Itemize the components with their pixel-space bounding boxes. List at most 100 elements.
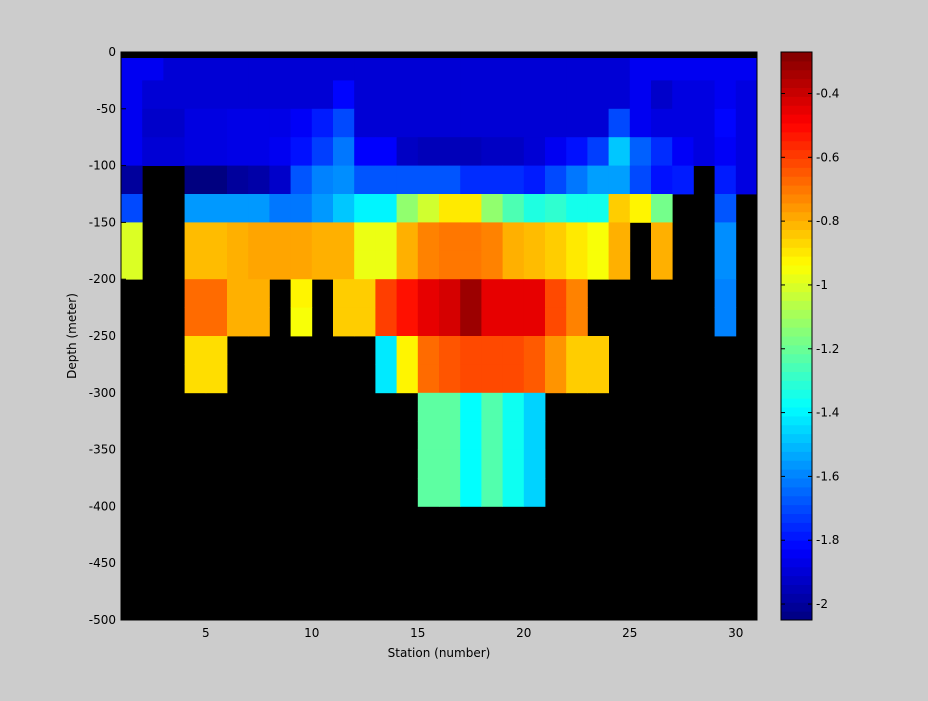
colorbar-swatch — [781, 60, 812, 71]
heatmap-cell — [693, 80, 715, 110]
heatmap-cell — [248, 279, 270, 308]
heatmap-cell — [566, 137, 588, 166]
heatmap-cell — [460, 392, 482, 422]
heatmap-cell — [311, 250, 334, 280]
heatmap-cell — [545, 58, 567, 81]
colorbar-tick-label: -1.2 — [816, 342, 839, 356]
heatmap-cells — [121, 58, 758, 507]
heatmap-cell — [417, 392, 440, 422]
heatmap-cell — [311, 222, 334, 252]
heatmap-cell — [205, 108, 228, 138]
heatmap-cell — [142, 58, 164, 81]
heatmap-cell — [545, 165, 567, 195]
heatmap-cell — [184, 250, 207, 280]
heatmap-cell — [481, 250, 503, 280]
x-axis-label: Station (number) — [388, 646, 491, 660]
heatmap-cell — [735, 58, 758, 81]
colorbar-swatch — [781, 282, 812, 293]
heatmap-cell — [481, 108, 503, 138]
colorbar-swatch — [781, 549, 812, 559]
heatmap-cell — [269, 194, 291, 223]
heatmap-cell — [269, 80, 291, 110]
heatmap-cell — [227, 80, 249, 110]
heatmap-cell — [184, 137, 207, 166]
y-tick-label: 0 — [108, 45, 116, 59]
colorbar-swatch — [781, 167, 812, 177]
heatmap-cell — [608, 80, 631, 110]
colorbar-swatch — [781, 557, 812, 568]
heatmap-cell — [502, 80, 525, 110]
heatmap-cell — [608, 250, 631, 280]
heatmap-cell — [333, 222, 355, 252]
x-tick-label: 10 — [304, 626, 319, 640]
heatmap-cell — [396, 108, 419, 138]
heatmap-cell — [121, 58, 143, 81]
heatmap-cell — [227, 137, 249, 166]
colorbar-swatch — [781, 105, 812, 115]
heatmap-cell — [439, 80, 461, 110]
heatmap-cell — [248, 307, 270, 337]
colorbar-swatch — [781, 300, 812, 310]
heatmap-cell — [396, 364, 419, 394]
colorbar-swatch — [781, 131, 812, 142]
colorbar-swatch — [781, 52, 812, 62]
heatmap-cell — [375, 222, 397, 252]
colorbar-tick-label: -0.8 — [816, 214, 839, 228]
heatmap-cell — [481, 421, 503, 450]
heatmap-cell — [629, 137, 652, 166]
heatmap-cell — [481, 279, 503, 308]
heatmap-cell — [311, 137, 334, 166]
colorbar-swatch — [781, 398, 812, 408]
heatmap-cell — [439, 137, 461, 166]
heatmap-cell — [481, 336, 503, 365]
heatmap-cell — [439, 478, 461, 507]
colorbar-tick-label: -2 — [816, 597, 828, 611]
heatmap-cell — [396, 336, 419, 365]
heatmap-cell — [523, 222, 546, 252]
heatmap-cell — [735, 108, 758, 138]
heatmap-cell — [481, 137, 503, 166]
heatmap-cell — [142, 108, 164, 138]
colorbar-tick-label: -1.6 — [816, 469, 839, 483]
heatmap-cell — [460, 421, 482, 450]
heatmap-cell — [608, 222, 631, 252]
heatmap-cell — [608, 194, 631, 223]
colorbar-swatch — [781, 389, 812, 399]
heatmap-cell — [290, 80, 313, 110]
heatmap-cell — [205, 58, 228, 81]
heatmap-cell — [523, 421, 546, 450]
heatmap-cell — [672, 137, 694, 166]
heatmap-cell — [333, 108, 355, 138]
heatmap-cell — [227, 279, 249, 308]
heatmap-cell — [375, 58, 397, 81]
heatmap-cell — [290, 108, 313, 138]
heatmap-cell — [566, 364, 588, 394]
heatmap-cell — [566, 336, 588, 365]
heatmap-cell — [545, 307, 567, 337]
heatmap-cell — [439, 165, 461, 195]
heatmap-cell — [333, 137, 355, 166]
heatmap-cell — [290, 165, 313, 195]
heatmap-cell — [354, 137, 376, 166]
heatmap-cell — [439, 250, 461, 280]
colorbar-swatch — [781, 522, 812, 532]
colorbar-swatch — [781, 566, 812, 577]
heatmap-cell — [439, 307, 461, 337]
heatmap-cell — [439, 392, 461, 422]
heatmap-cell — [481, 165, 503, 195]
heatmap-cell — [523, 364, 546, 394]
heatmap-cell — [587, 108, 609, 138]
heatmap-cell — [481, 449, 503, 479]
heatmap-cell — [502, 478, 525, 507]
heatmap-cell — [502, 307, 525, 337]
heatmap-plot-area — [120, 51, 758, 621]
heatmap-cell — [311, 108, 334, 138]
heatmap-cell — [417, 194, 440, 223]
colorbar-swatch — [781, 123, 812, 133]
heatmap-cell — [545, 279, 567, 308]
heatmap-cell — [121, 137, 143, 166]
heatmap-cell — [396, 165, 419, 195]
heatmap-cell — [354, 80, 376, 110]
heatmap-cell — [587, 58, 609, 81]
